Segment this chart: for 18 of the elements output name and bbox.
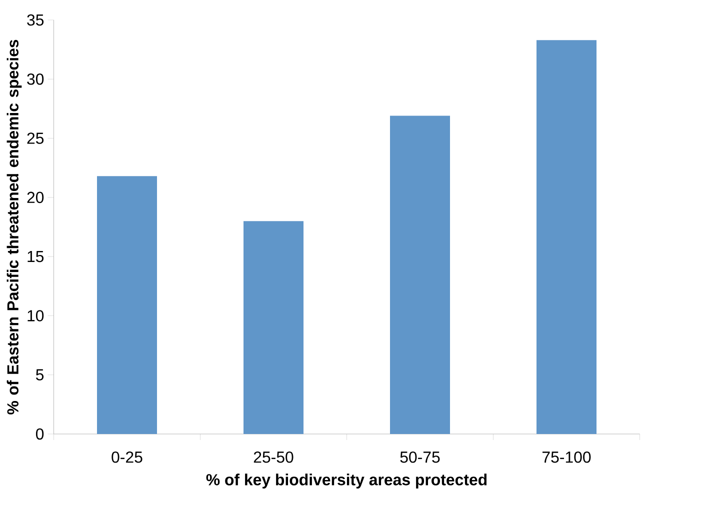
y-tick-label: 20 [27,192,44,204]
y-tick-label: 5 [36,369,44,380]
bar [97,176,157,434]
y-axis-title: % of Eastern Pacific threatened endemic species [6,40,22,414]
y-tick-label: 10 [28,310,44,322]
x-tick-label: 0-25 [112,452,142,463]
y-tick-label: 30 [27,74,44,85]
y-tick-label: 35 [27,14,44,26]
x-axis-title: % of key biodiversity areas protected [206,474,487,489]
y-tick-label: 0 [36,428,44,440]
x-tick-label: 50-75 [400,452,440,463]
y-tick-label: 25 [27,132,44,144]
bar [536,40,597,434]
x-tick-label: 75-100 [542,452,591,463]
y-tick-label: 15 [28,251,44,262]
bar [244,221,304,434]
x-tick-label: 25-50 [254,452,294,463]
bar [390,116,450,434]
